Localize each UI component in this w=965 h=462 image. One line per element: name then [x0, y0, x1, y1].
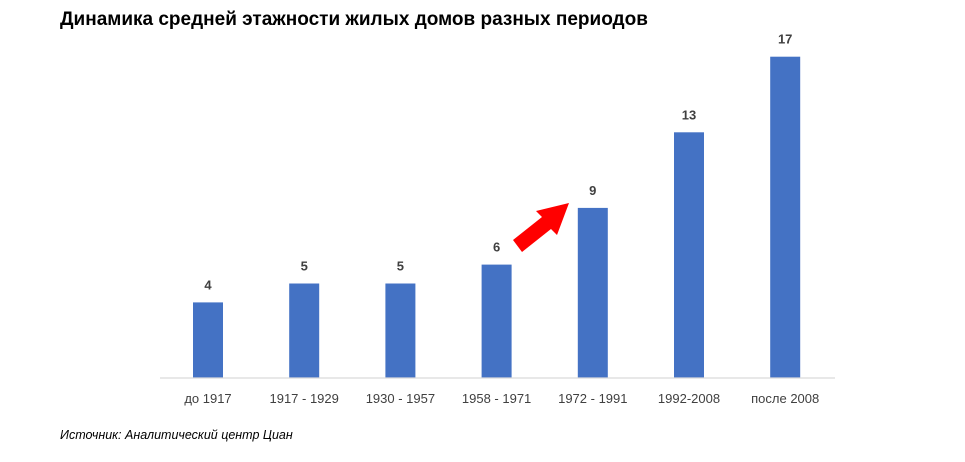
data-label-1: 4: [204, 277, 212, 292]
bar-1: [193, 302, 223, 378]
bar-3: [385, 283, 416, 378]
category-label-4: 1958 - 1971: [462, 391, 531, 406]
data-label-7: 17: [778, 32, 792, 47]
data-label-5: 9: [589, 183, 596, 198]
labels-layer: 4 до 1917 5 1917 - 1929 5 1930 - 1957 6 1958 - …: [184, 32, 819, 406]
chart-title: Динамика средней этажности жилых домов р…: [60, 9, 648, 30]
category-label-6: 1992-2008: [658, 391, 720, 406]
bar-7: [770, 56, 801, 378]
category-label-7: после 2008: [751, 391, 819, 406]
category-label-1: до 1917: [184, 391, 231, 406]
bar-6: [674, 132, 704, 378]
data-label-3: 5: [397, 259, 404, 274]
data-label-6: 13: [682, 107, 696, 122]
bar-5: [577, 207, 608, 378]
category-label-2: 1917 - 1929: [269, 391, 338, 406]
bar-2: [289, 283, 320, 378]
bar-4: [481, 264, 512, 378]
source-note: Источник: Аналитический центр Циан: [60, 428, 293, 442]
category-label-5: 1972 - 1991: [558, 391, 627, 406]
bars-layer: [193, 56, 801, 378]
category-label-3: 1930 - 1957: [366, 391, 435, 406]
red-arrow-icon: [513, 203, 569, 252]
data-label-4: 6: [493, 240, 500, 255]
data-label-2: 5: [301, 259, 308, 274]
